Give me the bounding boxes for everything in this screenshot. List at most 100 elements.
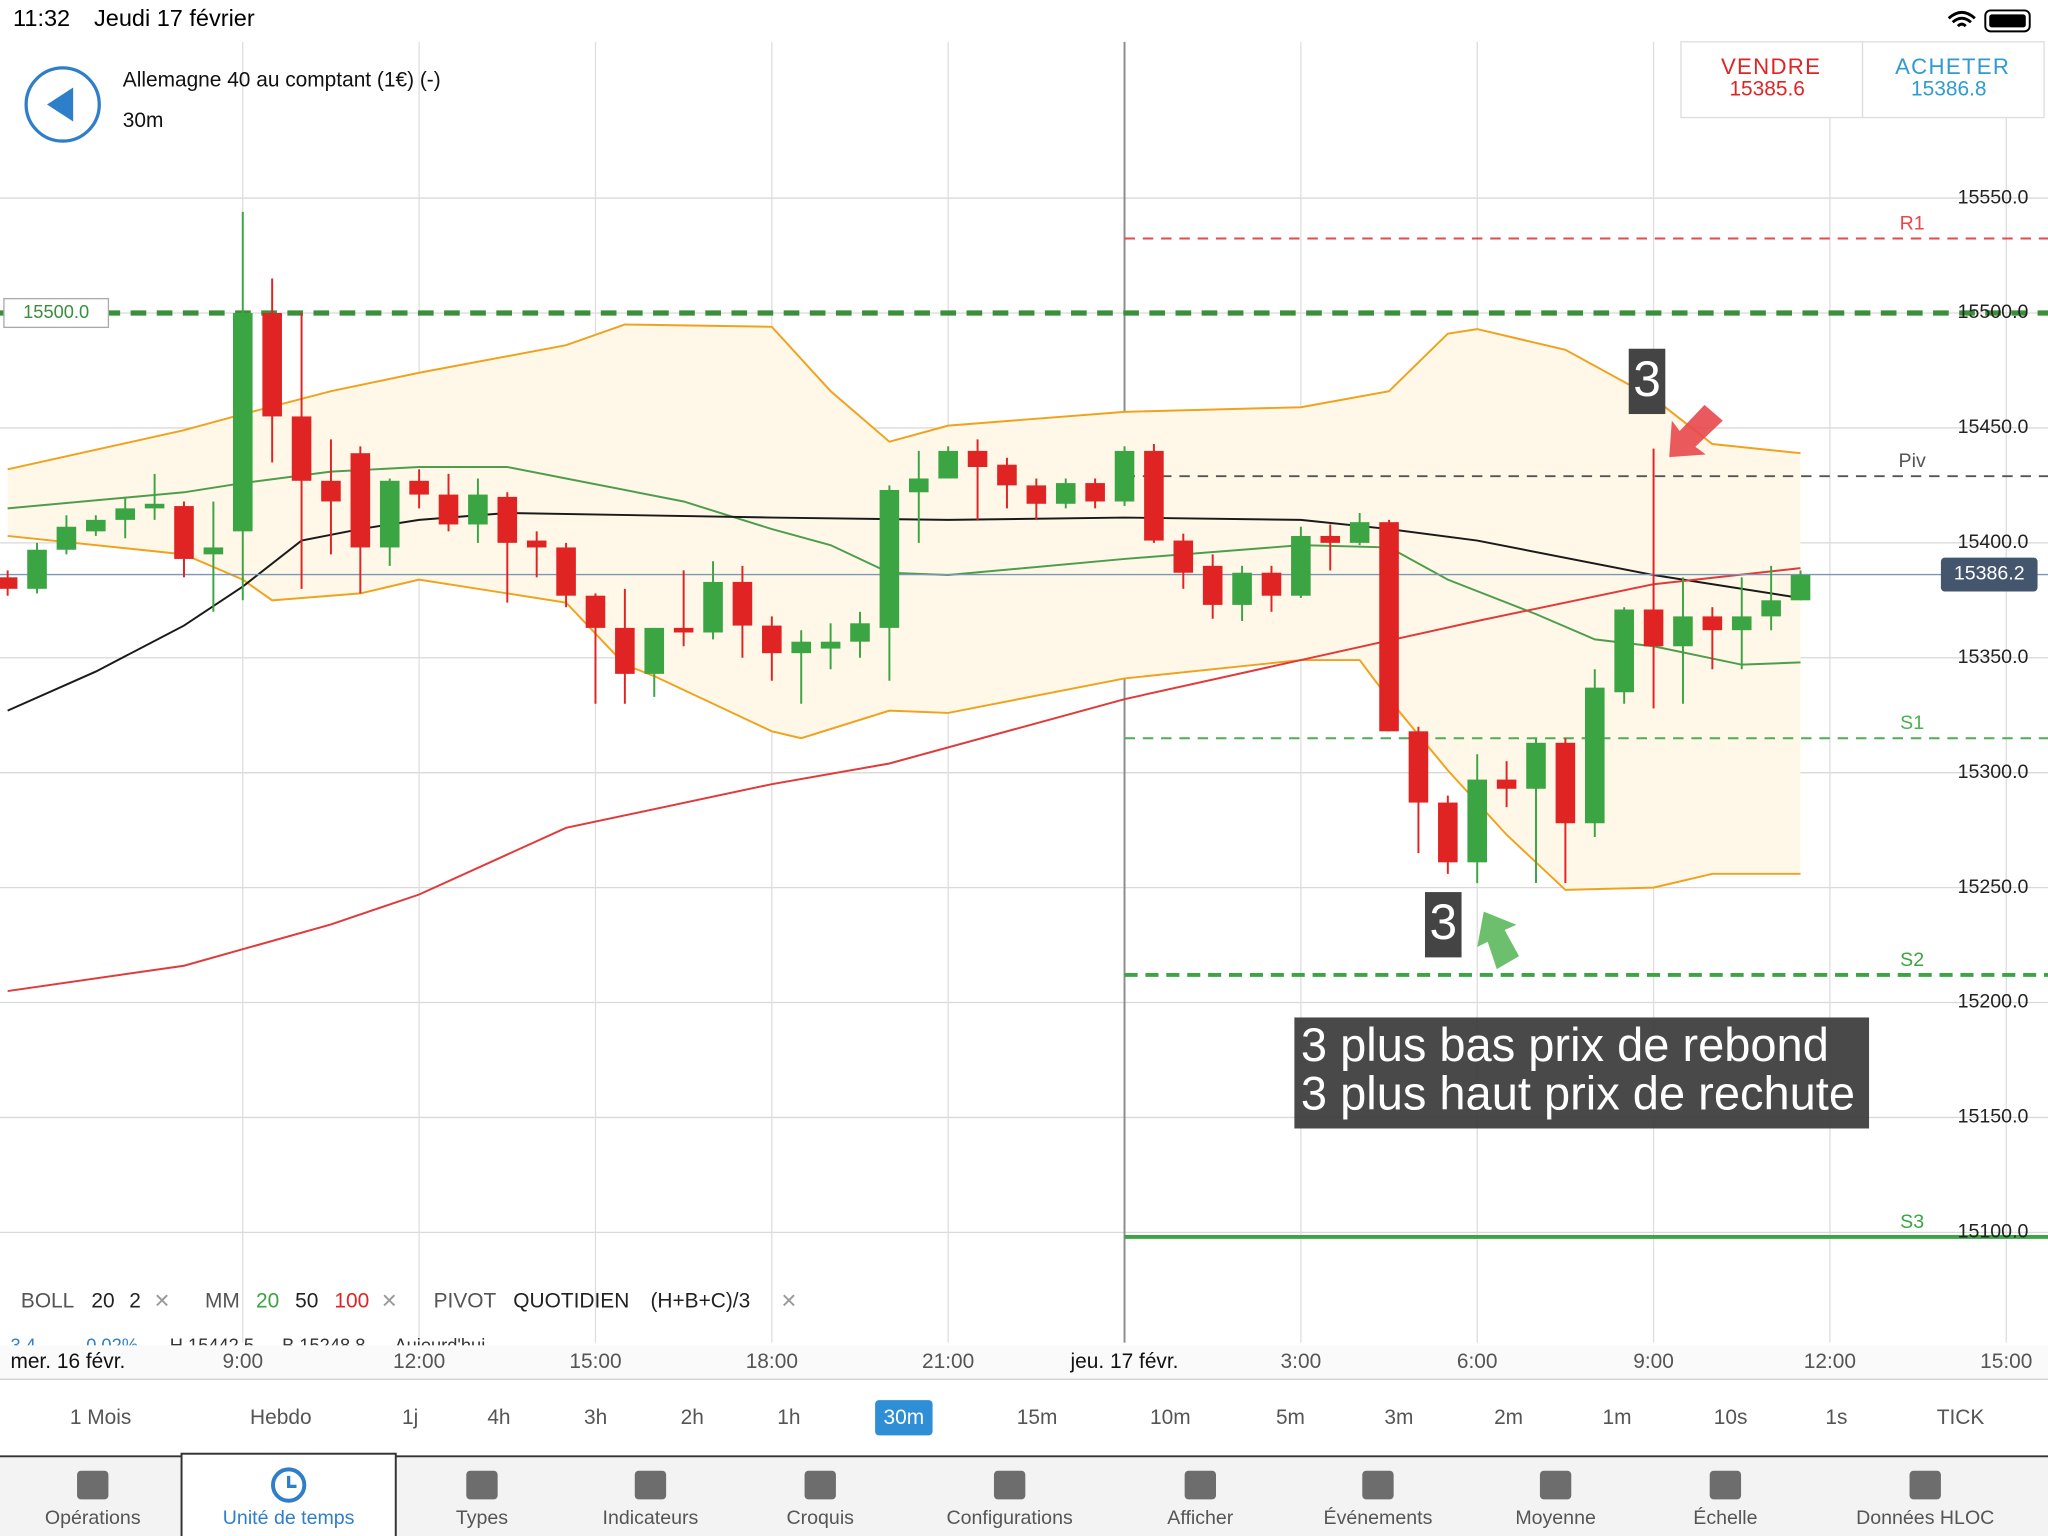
toolbar-item[interactable]: Indicateurs [603,1507,699,1529]
timeframe-item[interactable]: 15m [1017,1406,1058,1429]
timeframe-selected[interactable] [875,1400,933,1436]
candle-body [350,453,371,548]
candle-body [938,450,958,479]
legend-text: 20 [91,1290,114,1313]
price-box [1940,557,2038,592]
timeframe-item[interactable]: 10s [1714,1406,1748,1429]
timeframe-item[interactable]: 4h [487,1406,510,1429]
timeframe-item[interactable]: 1s [1825,1406,1847,1429]
timeframe-item[interactable]: 10m [1150,1406,1191,1429]
candle-body [321,480,341,502]
timeframe-item[interactable]: 2h [681,1406,704,1429]
x-tick-label: 18:00 [746,1350,798,1373]
timeframe-item[interactable]: TICK [1937,1406,1985,1429]
toolbar-item[interactable]: Unité de temps [223,1507,355,1529]
timeframe-item[interactable]: Hebdo [250,1406,312,1429]
quote-button[interactable] [1680,41,1864,119]
toolbar-icon[interactable] [1362,1470,1394,1500]
annotation-box [1294,1017,1870,1129]
candle-body [967,450,988,468]
candle-body [56,526,77,550]
toolbar-item[interactable]: Opérations [45,1507,141,1529]
annotation: 3 [1633,351,1661,407]
toolbar-item[interactable]: Données HLOC [1856,1507,1994,1529]
candle-body [791,641,812,654]
y-tick-label: 15300.0 [1958,761,2029,783]
toolbar-icon[interactable] [993,1470,1026,1500]
overlay: R1 Piv S1 S2 S3 15100.0 15150.0 15200.0 15250.0 1… [0,5,2048,1536]
candle-body [203,547,224,555]
quote-label[interactable]: VENDRE [1721,54,1821,79]
toolbar-item[interactable]: Moyenne [1515,1507,1596,1529]
timeframe-item[interactable]: 1h [777,1406,800,1429]
legend-text: × [382,1285,397,1315]
candle-body [732,581,753,626]
price-label: 15386.2 [1954,563,2025,585]
toolbar-item[interactable]: Échelle [1693,1506,1757,1529]
candle-body [1790,575,1811,601]
level-label: S3 [1900,1211,1924,1233]
candle-body [1702,616,1723,631]
candle-body [409,480,429,495]
toolbar-item[interactable]: Événements [1324,1506,1433,1529]
timeframe-item[interactable]: 3h [584,1406,607,1429]
y-tick-label: 15150.0 [1958,1106,2029,1128]
timeframe-item[interactable]: 2m [1494,1406,1523,1429]
toolbar-item[interactable]: Afficher [1167,1507,1233,1529]
quote-price[interactable]: 15385.6 [1729,78,1804,101]
toolbar-icon[interactable] [271,1467,307,1503]
annotation: 3 plus bas prix de rebond [1301,1018,1829,1071]
candle-body [1291,535,1311,596]
toolbar-icon[interactable] [634,1470,667,1500]
timeframe-item[interactable]: 3m [1384,1406,1413,1429]
toolbar-icon[interactable] [466,1470,498,1500]
wifi-icon [1947,10,1976,28]
timeframe-item[interactable]: 1m [1602,1406,1631,1429]
toolbar-item[interactable]: Configurations [947,1507,1073,1529]
y-tick-label: 15450.0 [1958,416,2029,438]
candle-body [1408,731,1429,803]
candle-body [1643,609,1664,647]
candle-body [1379,522,1399,732]
candle-body [1026,485,1047,504]
candle-body [1085,483,1105,502]
toolbar-icon[interactable] [804,1470,836,1500]
quote-price[interactable]: 15386.8 [1911,78,1986,101]
quote-button[interactable] [1861,41,2045,119]
timeframe-item[interactable]: 5m [1276,1406,1305,1429]
legend-text: BOLL [21,1290,74,1313]
candle-body [0,577,18,589]
toolbar-icon[interactable] [287,1475,297,1488]
toolbar-icon[interactable] [77,1470,109,1500]
toolbar-icon[interactable] [1184,1470,1216,1500]
timeframe-item[interactable]: 1 Mois [70,1406,131,1429]
y-tick-label: 15550.0 [1958,186,2029,208]
y-tick-label: 15400.0 [1958,531,2029,553]
timeframe-item[interactable]: 1j [402,1406,418,1429]
candle-body [1114,450,1135,502]
toolbar-icon[interactable] [1909,1470,1941,1500]
candle-body [1496,779,1517,789]
status-icons [1947,9,2031,33]
candle-body [762,625,782,654]
quote-label[interactable]: ACHETER [1895,54,2010,79]
candle-body [468,494,488,525]
toolbar-icon[interactable] [1709,1470,1742,1500]
candle-body [1555,742,1576,824]
timeframe-item[interactable]: 30m [884,1406,925,1429]
legend-text: 2 [129,1290,141,1313]
toolbar-icon[interactable] [1539,1470,1572,1500]
back-button[interactable] [24,66,101,143]
candle-body [86,519,106,532]
candle-body [1320,535,1341,543]
legend-text: 50 [295,1290,318,1313]
order-label: 15500.0 [23,301,89,322]
x-tick-label: jeu. 17 févr. [1070,1350,1179,1373]
toolbar-item[interactable]: Croquis [787,1507,855,1529]
toolbar-item[interactable]: Types [456,1507,508,1529]
candle-body [644,627,665,674]
back-arrow[interactable] [47,87,74,122]
candle-body [379,480,400,548]
